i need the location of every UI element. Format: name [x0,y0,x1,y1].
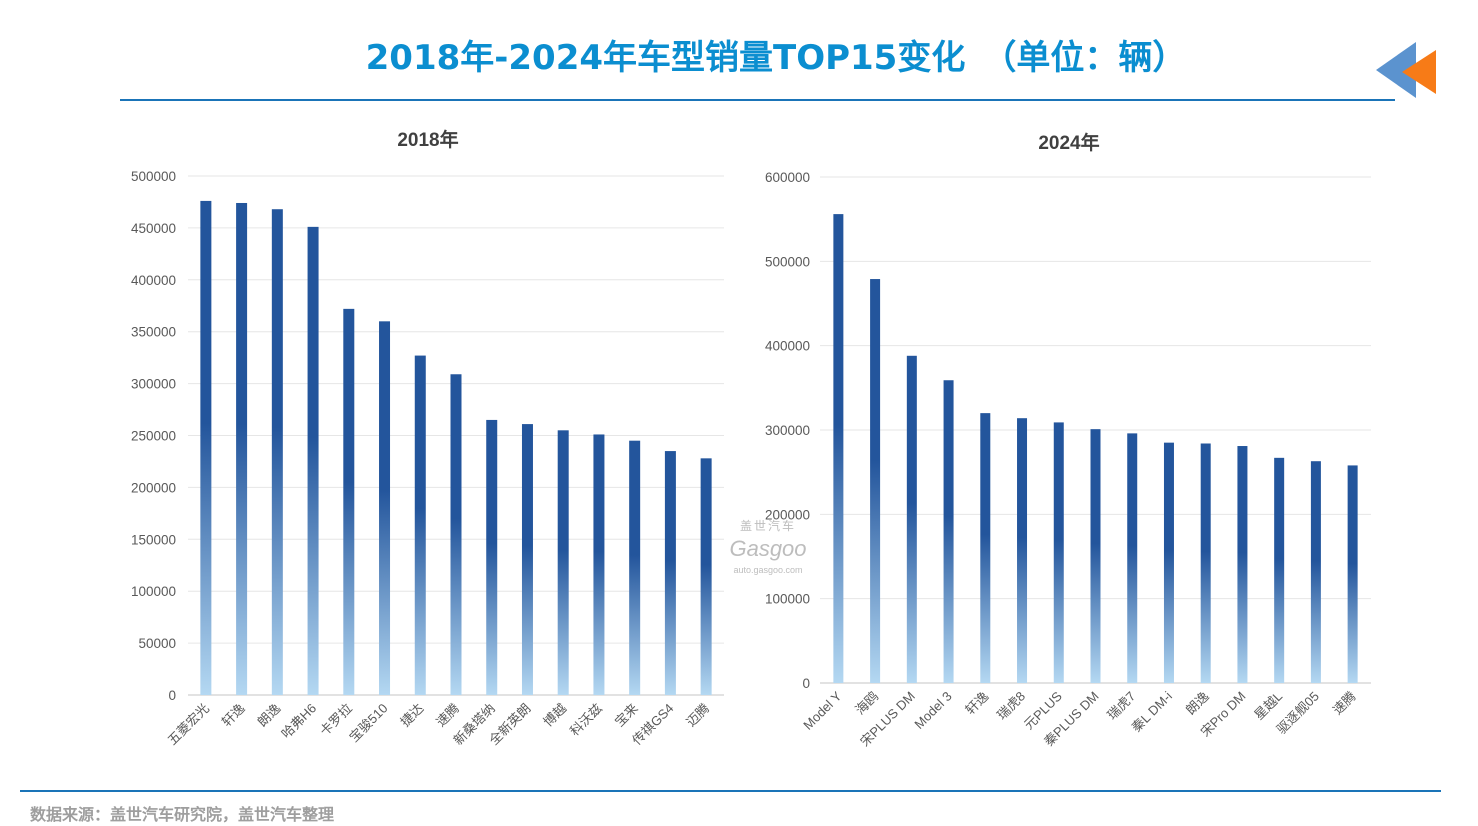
bar [906,355,917,683]
title-divider [120,99,1395,101]
x-tick-label: 星越L [1251,689,1285,723]
y-tick-label: 300000 [131,377,176,392]
chart-title: 2024年 [1038,131,1099,154]
y-tick-label: 0 [168,688,176,703]
y-tick-label: 250000 [131,429,176,444]
bar [700,458,712,695]
bar [450,374,462,695]
y-tick-label: 0 [802,676,810,691]
bar [1200,443,1211,683]
bar-layer [200,200,712,696]
chart-2024: 2024年 0 100000 200000 300000 400000 500000 600… [765,131,1371,749]
chart-title: 2018年 [397,128,458,151]
bar [980,413,991,683]
bar [629,440,641,695]
x-tick-label: 瑞虎7 [1104,689,1138,723]
x-tick-label: Model Y [800,688,844,732]
bar [414,355,426,695]
page-title: 2018年-2024年车型销量TOP15变化 （单位：辆） [365,38,1187,78]
bar [271,209,283,695]
y-tick-label: 400000 [765,339,810,354]
bar [870,279,881,683]
y-tick-label: 600000 [765,170,810,185]
double-triangle-arrow-icon [1376,42,1436,98]
footer-divider [20,790,1441,792]
bar [343,308,355,695]
bar [593,434,605,695]
bar [1017,418,1028,683]
chart-2018: 2018年 0 50000 100000 150000 200000 250000 3000… [0,0,740,780]
x-tick-label: 海鸥 [852,689,881,718]
bar [1163,442,1174,683]
chart-2018-svg: 2018年 0 50000 100000 150000 200000 250000 3000… [131,128,724,748]
source-note: 数据来源：盖世汽车研究院，盖世汽车整理 [30,805,335,824]
bar-layer [833,214,1358,683]
logo-orange-triangle [1402,50,1436,94]
y-tick-label: 100000 [131,584,176,599]
x-tick-label: 轩逸 [962,689,991,718]
bar [557,430,569,695]
bar [307,226,319,695]
x-tick-label: 瑞虎8 [994,689,1028,723]
x-tick-label: 秦L DM-i [1129,688,1176,735]
y-tick-label: 150000 [131,532,176,547]
y-tick-label: 500000 [765,254,810,269]
x-tick-label: 朗逸 [1183,689,1212,718]
y-tick-label: 100000 [765,592,810,607]
bar [1274,457,1285,683]
bar [486,419,498,695]
bar [521,424,533,695]
y-tick-label: 450000 [131,221,176,236]
logo-blue-triangle [1376,42,1416,98]
y-axis: 0 50000 100000 150000 200000 250000 300000 3500… [131,169,176,703]
bar [1237,446,1248,683]
bar [200,200,212,696]
bar [664,451,676,695]
bar [1310,461,1321,683]
y-tick-label: 200000 [131,480,176,495]
y-tick-label: 500000 [131,169,176,184]
y-tick-label: 50000 [138,636,176,651]
chart-2024-svg: 2024年 0 100000 200000 300000 400000 500000 600… [765,131,1371,749]
y-axis: 0 100000 200000 300000 400000 500000 600000 [765,170,810,691]
y-tick-label: 200000 [765,507,810,522]
bar [1053,422,1064,683]
y-tick-label: 300000 [765,423,810,438]
x-tick-label: 速腾 [1330,689,1359,718]
bar [943,380,954,683]
x-tick-label: Model 3 [911,689,954,732]
y-tick-label: 350000 [131,325,176,340]
bar [1090,429,1101,683]
bar [833,214,844,683]
y-tick-label: 400000 [131,273,176,288]
bar [1347,465,1358,683]
bar [236,202,248,695]
bar [1127,433,1138,683]
bar [379,321,391,695]
